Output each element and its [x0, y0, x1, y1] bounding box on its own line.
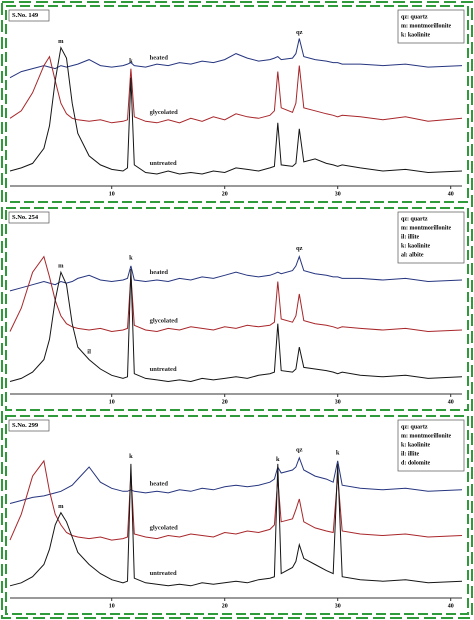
- trace: [9, 268, 463, 383]
- sample-box: [8, 419, 50, 432]
- peak-label: k: [129, 255, 133, 262]
- peak-label: qz: [296, 245, 303, 252]
- note: il: illite: [401, 234, 419, 240]
- sample-label: S.No. 149: [12, 12, 39, 19]
- peak-label: m: [58, 262, 64, 269]
- note: d: dolomite: [401, 460, 431, 466]
- x-tick-label: 30: [335, 191, 341, 197]
- peak-label: qz: [296, 29, 303, 36]
- trace-label: heated: [150, 480, 169, 487]
- x-tick-label: 40: [448, 399, 454, 405]
- x-tick-label: 30: [335, 399, 341, 405]
- x-tick-label: 20: [222, 191, 228, 197]
- x-tick-label: 40: [448, 603, 454, 609]
- peak-label: k: [276, 456, 280, 463]
- trace: [9, 38, 463, 79]
- peak-label: il: [87, 348, 91, 355]
- notes-box: [397, 9, 465, 44]
- peak-label: m: [58, 503, 64, 510]
- note: k: kaolinite: [401, 32, 431, 38]
- notes-box: [397, 211, 465, 264]
- sample-label: S.No. 254: [12, 214, 39, 221]
- note: il: illite: [401, 451, 419, 457]
- notes-box: [397, 419, 465, 472]
- peak-label: qz: [296, 447, 303, 454]
- trace: [9, 255, 463, 292]
- trace: [9, 55, 463, 124]
- note: k: kaolinite: [401, 243, 431, 249]
- x-tick-label: 20: [222, 603, 228, 609]
- trace-label: glycolated: [150, 317, 179, 324]
- trace-label: untreated: [150, 570, 177, 577]
- peak-label: m: [58, 38, 64, 45]
- trace-label: untreated: [150, 160, 177, 167]
- peak-label: k: [129, 453, 133, 460]
- trace-label: heated: [150, 55, 169, 62]
- panel-border: [5, 5, 469, 203]
- x-tick-label: 10: [109, 399, 115, 405]
- note: qz: quartz: [401, 424, 428, 430]
- trace: [9, 255, 463, 333]
- x-tick-label: 20: [222, 399, 228, 405]
- trace: [9, 46, 463, 175]
- sample-box: [8, 211, 50, 224]
- trace-label: glycolated: [150, 109, 179, 116]
- trace-label: heated: [150, 269, 169, 276]
- x-tick-label: 10: [109, 603, 115, 609]
- x-tick-label: 30: [335, 603, 341, 609]
- note: m: montmorillonite: [401, 225, 451, 231]
- trace-label: untreated: [150, 366, 177, 373]
- panel-border: [5, 415, 469, 615]
- peak-label: k: [129, 58, 133, 65]
- note: al: albite: [401, 252, 424, 258]
- trace: [9, 456, 463, 504]
- note: m: montmorillonite: [401, 23, 451, 29]
- peak-label: k: [336, 450, 340, 457]
- sample-label: S.No. 299: [12, 422, 39, 429]
- trace: [9, 459, 463, 541]
- note: m: montmorillonite: [401, 433, 451, 439]
- trace: [9, 463, 463, 587]
- x-tick-label: 10: [109, 191, 115, 197]
- trace-label: glycolated: [150, 525, 179, 532]
- panel-border: [5, 207, 469, 411]
- note: qz: quartz: [401, 14, 428, 20]
- note: k: kaolinite: [401, 442, 431, 448]
- sample-box: [8, 9, 50, 22]
- x-tick-label: 40: [448, 191, 454, 197]
- note: qz: quartz: [401, 216, 428, 222]
